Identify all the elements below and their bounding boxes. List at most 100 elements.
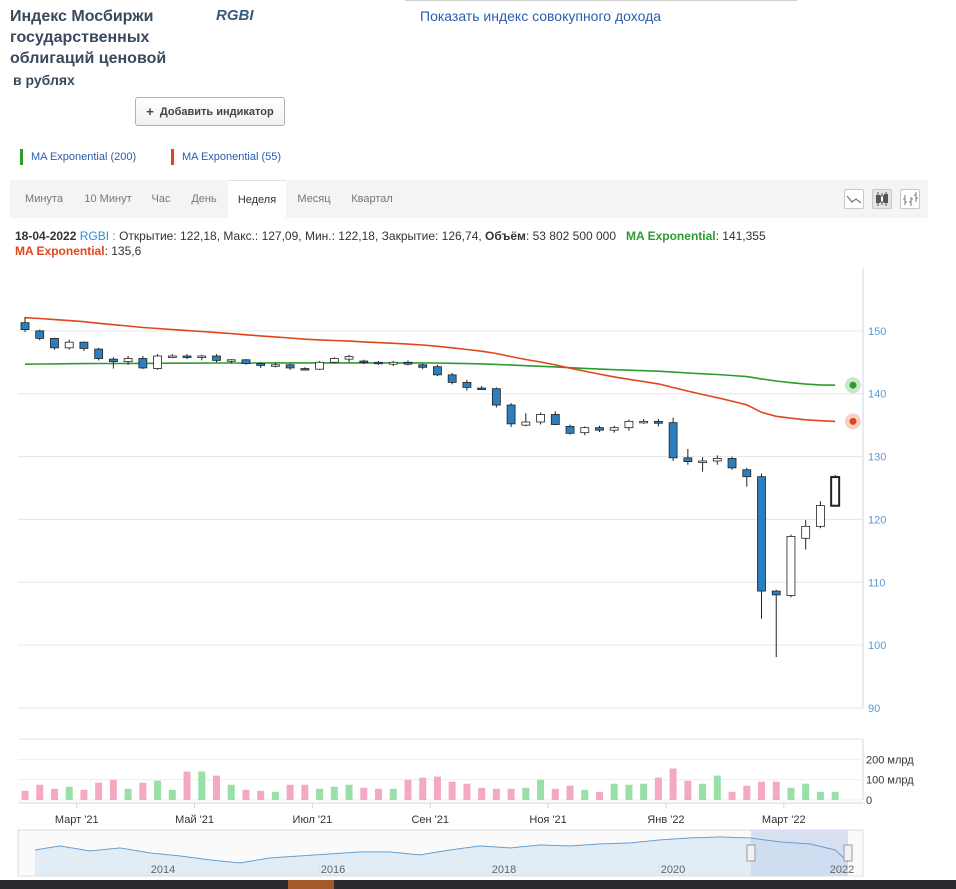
page-title: Индекс Мосбиржи государственных облигаци… [10,8,167,67]
ohlc-bars-button[interactable] [900,189,920,209]
add-indicator-button[interactable]: + Добавить индикатор [135,97,285,126]
candle-body [830,476,841,507]
candle [712,455,722,465]
candle [565,424,575,435]
tab-month[interactable]: Месяц [297,193,331,205]
volume-bar [65,786,73,800]
candlestick-button[interactable] [872,189,892,209]
legend-ma55[interactable]: MA Exponential (55) [171,149,281,165]
candle [830,474,841,507]
candle-body [212,355,221,361]
candle-body [79,341,89,349]
volume-bar [154,780,162,800]
month-label: Март '22 [762,814,806,826]
candle [609,425,619,433]
volume-bar [301,784,309,800]
total-return-link[interactable]: Показать индекс совокупного дохода [420,8,662,24]
price-tick-label: 130 [868,452,886,464]
volume-bar [669,768,677,800]
readout-ma200-value: : 141,355 [715,229,766,243]
volume-bar [743,785,751,800]
volume-bar [242,789,250,800]
candle-body [138,358,148,369]
volume-bar [227,784,235,800]
candle [241,359,251,365]
navigator-year-label: 2022 [830,864,854,876]
candle-body [771,590,781,596]
tab-10-minutes[interactable]: 10 Минут [84,193,132,205]
volume-bar [492,788,500,800]
time-axis: Март '21 Май '21 Июл '21 Сен '21 Ноя '21 Янв … [18,802,863,826]
volume-bar [831,791,839,800]
volume-bar [463,783,471,800]
candle [580,426,590,436]
volume-bar [654,777,662,800]
legend-ma200[interactable]: MA Exponential (200) [20,149,136,165]
candle [167,354,177,358]
volume-bar [198,771,206,800]
volume-bar [345,784,353,800]
volume-bar [389,788,397,800]
candle-body [64,341,74,349]
candle-body [94,348,104,359]
candle [403,360,413,366]
tab-minute[interactable]: Минута [25,193,63,205]
volume-bar [95,782,103,800]
candle [329,357,339,364]
volume-bar [595,791,603,800]
volume-bar [713,775,721,800]
month-label: Ноя '21 [529,814,566,826]
line-chart-icon [846,195,862,204]
line-chart-button[interactable] [844,189,864,209]
candle [212,354,221,363]
readout-ma55-value: : 135,6 [104,244,142,258]
volume-bar [168,789,176,800]
bottom-strip [0,880,956,889]
volume-tick-label: 100 млрд [866,775,914,787]
tab-day[interactable]: День [191,193,217,205]
candle-body [447,374,457,383]
candle-body [595,427,604,431]
candle [624,419,634,431]
volume-bar [758,781,765,800]
tab-quarter[interactable]: Квартал [351,193,393,205]
candle [79,341,89,351]
volume-bar [36,784,44,800]
candle-body [329,358,339,363]
candle-body [521,421,531,426]
volume-bar [360,787,368,800]
candle [639,418,649,424]
navigator: 2014 2016 2018 2020 2022 [0,829,956,889]
readout-date: 18-04-2022 [15,229,77,243]
candle-body [639,420,649,424]
volume-bar [478,787,486,800]
candlestick-icon [876,192,888,206]
navigator-handle-left[interactable] [746,844,756,862]
candle-body [683,457,693,463]
candle [182,354,192,360]
candle [550,411,560,426]
candle-body [462,381,472,388]
candle [491,387,501,408]
candle [536,412,545,425]
add-indicator-label: Добавить индикатор [159,105,274,118]
legend-ma55-label: MA Exponential (55) [182,151,282,163]
tab-hour[interactable]: Час [151,193,171,205]
volume-bar [507,788,515,800]
volume-bar [124,788,132,800]
bottom-strip-highlight [288,880,334,889]
volume-tick-label: 200 млрд [866,754,914,766]
navigator-handle-right[interactable] [843,844,853,862]
volume-bar [316,788,324,800]
candle [35,329,45,341]
month-label: Сен '21 [411,814,449,826]
candle [668,417,678,461]
navigator-year-label: 2016 [321,864,345,876]
candle [506,403,516,428]
moving-average-lines [24,316,861,430]
tab-week[interactable]: Неделя [228,180,286,219]
ma55-marker [849,417,857,425]
candle-body [506,404,516,425]
candle-body [374,361,383,365]
